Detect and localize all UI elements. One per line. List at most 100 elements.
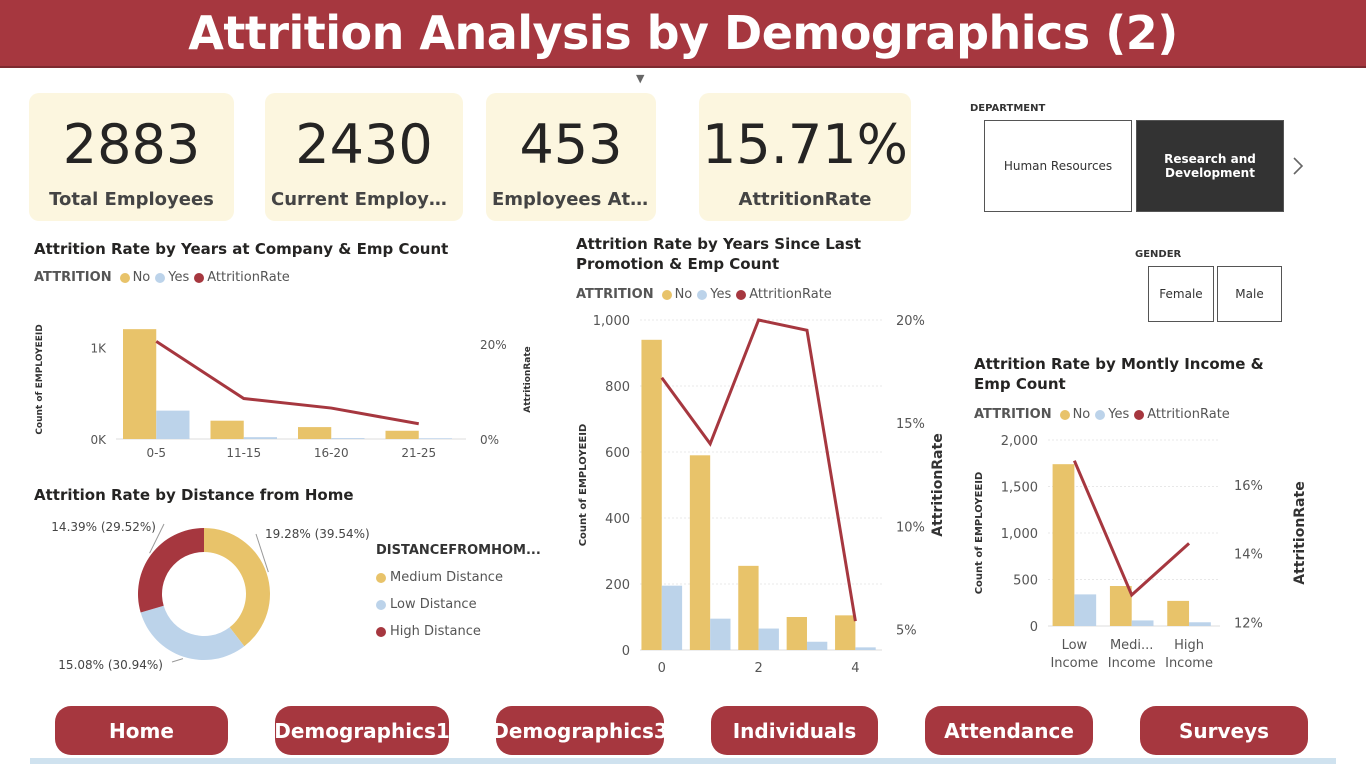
- slicer-option-female[interactable]: Female: [1148, 266, 1214, 322]
- donut-legend-label: High Distance: [390, 624, 481, 639]
- x-tick-label: 4: [851, 661, 859, 676]
- nav-button-individuals[interactable]: Individuals: [711, 706, 878, 755]
- x-tick-label: 21-25: [401, 446, 436, 460]
- legend-years-since-promotion: ATTRITION No Yes AttritionRate: [576, 287, 837, 302]
- legend-rate: AttritionRate: [1147, 407, 1230, 422]
- slicer-option-research-development[interactable]: Research and Development: [1136, 120, 1284, 212]
- bar-yes: [418, 438, 452, 439]
- donut-leader-line: [149, 523, 165, 554]
- legend-rate-swatch: [1134, 409, 1145, 420]
- x-tick-label: 16-20: [314, 446, 349, 460]
- title-bar: Attrition Analysis by Demographics (2): [0, 0, 1366, 68]
- legend-rate: AttritionRate: [749, 287, 832, 302]
- y-tick-label: 600: [605, 446, 630, 461]
- nav-button-attendance[interactable]: Attendance: [925, 706, 1093, 755]
- y2-tick-label: 12%: [1234, 617, 1263, 632]
- legend-title: ATTRITION: [34, 270, 112, 285]
- kpi-label: Employees Attr...: [492, 189, 650, 210]
- y-tick-label: 1,500: [1001, 481, 1038, 496]
- bar-yes: [1131, 620, 1154, 626]
- chart-monthly-income: 0 500 1,000 1,500 2,000 12% 14% 16% Low Income Med…: [974, 434, 1308, 671]
- kpi-label: Current Employees...: [271, 189, 457, 210]
- donut-leader-line: [255, 533, 269, 573]
- y2-axis-title: AttritionRate: [1292, 481, 1308, 584]
- x-tick-label: High: [1174, 638, 1204, 653]
- legend-no: No: [1072, 407, 1091, 422]
- x-tick-label: 0: [658, 661, 666, 676]
- bar-no: [1167, 600, 1190, 626]
- legend-rate-swatch: [194, 272, 205, 283]
- donut-slice: [138, 528, 204, 613]
- donut-data-label: 15.08% (30.94%): [58, 658, 163, 672]
- legend-swatch: [376, 626, 386, 637]
- y-tick-label: 2,000: [1001, 434, 1038, 449]
- y2-axis-title: AttritionRate: [930, 433, 946, 536]
- y-tick-label: 0: [1030, 620, 1038, 635]
- x-tick-label: 2: [754, 661, 762, 676]
- donut-data-label: 19.28% (39.54%): [265, 527, 370, 541]
- y-axis-title: Count of EMPLOYEEID: [35, 324, 45, 434]
- bar-no: [210, 420, 244, 439]
- bar-no: [1052, 464, 1075, 626]
- nav-button-surveys[interactable]: Surveys: [1140, 706, 1308, 755]
- legend-rate-swatch: [736, 289, 747, 300]
- bar-yes: [331, 438, 365, 439]
- legend-no: No: [132, 270, 151, 285]
- donut-slice: [204, 528, 270, 647]
- y-axis-title: Count of EMPLOYEEID: [974, 472, 985, 595]
- y-tick-label: 800: [605, 380, 630, 395]
- chart-title-years-at-company: Attrition Rate by Years at Company & Emp…: [34, 240, 449, 258]
- legend-yes: Yes: [710, 287, 732, 302]
- chart-title-years-since-promotion: Attrition Rate by Years Since Last Promo…: [576, 235, 861, 273]
- y2-tick-label: 15%: [896, 417, 925, 432]
- donut-legend-label: Medium Distance: [390, 570, 503, 585]
- legend-title: ATTRITION: [576, 287, 654, 302]
- chevron-right-icon[interactable]: [1290, 152, 1308, 180]
- slicer-option-human-resources[interactable]: Human Resources: [984, 120, 1132, 212]
- kpi-total-employees: 2883 Total Employees: [29, 93, 234, 221]
- y2-tick-label: 5%: [896, 623, 917, 638]
- legend-no: No: [674, 287, 693, 302]
- department-slicer-title: DEPARTMENT: [970, 103, 1046, 114]
- y2-tick-label: 10%: [896, 520, 925, 535]
- y-tick-label: 0K: [90, 433, 107, 447]
- bar-yes: [243, 437, 277, 439]
- x-tick-label: Low: [1062, 638, 1088, 653]
- bar-yes: [758, 628, 779, 650]
- bar-yes: [1189, 622, 1211, 626]
- gender-slicer-title: GENDER: [1135, 249, 1182, 260]
- attrition-rate-line: [1072, 460, 1191, 598]
- nav-button-demographics1[interactable]: Demographics1: [274, 706, 450, 755]
- bar-no: [385, 430, 419, 439]
- slicer-option-male[interactable]: Male: [1217, 266, 1282, 322]
- bar-no: [835, 615, 856, 650]
- chart-title-monthly-income: Attrition Rate by Montly Income & Emp Co…: [974, 355, 1264, 393]
- attrition-rate-line: [660, 318, 857, 622]
- attrition-rate-line: [155, 340, 420, 426]
- y-tick-label: 400: [605, 512, 630, 527]
- kpi-label: AttritionRate: [738, 189, 872, 210]
- kpi-value: 2430: [295, 113, 433, 176]
- bar-no: [738, 565, 759, 650]
- x-tick-label: Income: [1050, 656, 1098, 671]
- bar-no: [1109, 586, 1132, 626]
- donut-leader-line: [171, 658, 184, 663]
- kpi-attrition-rate: 15.71% AttritionRate: [699, 93, 911, 221]
- bar-yes: [156, 410, 190, 439]
- kpi-value: 2883: [62, 113, 201, 176]
- filter-icon[interactable]: ▼: [636, 72, 645, 85]
- bar-no: [298, 427, 332, 439]
- legend-title: ATTRITION: [974, 407, 1052, 422]
- y-tick-label: 0: [622, 644, 630, 659]
- y2-tick-label: 20%: [480, 338, 507, 352]
- donut-legend-title: DISTANCEFROMHOM...: [376, 543, 541, 558]
- y-tick-label: 1,000: [593, 314, 630, 329]
- nav-button-demographics3[interactable]: Demographics3: [492, 706, 668, 755]
- donut-legend-label: Low Distance: [390, 597, 477, 612]
- bottom-strip: [30, 758, 1336, 764]
- legend-rate: AttritionRate: [207, 270, 290, 285]
- y-axis-title: Count of EMPLOYEEID: [578, 424, 589, 547]
- bar-yes: [1074, 594, 1097, 626]
- donut-legend-item: Low Distance: [376, 591, 541, 618]
- nav-button-home[interactable]: Home: [55, 706, 228, 755]
